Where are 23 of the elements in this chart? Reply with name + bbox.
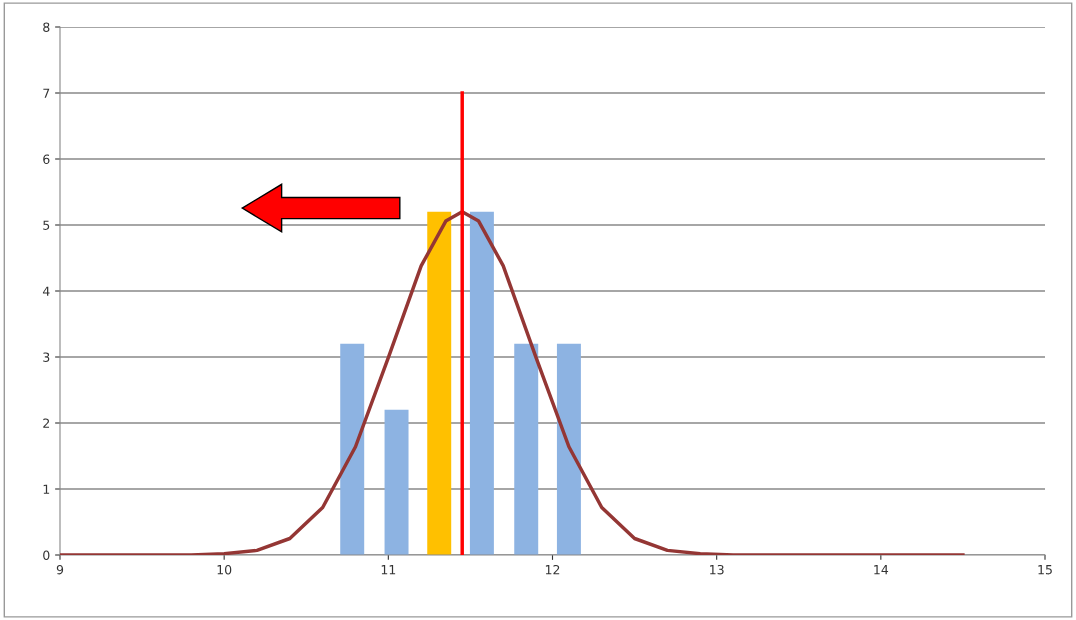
bar	[514, 343, 539, 555]
x-tick-label: 14	[874, 565, 889, 575]
bar	[384, 409, 409, 555]
x-tick-label: 9	[56, 564, 64, 575]
x-tick-label: 15	[1038, 565, 1052, 575]
bar	[469, 211, 494, 555]
line-series	[60, 210, 965, 555]
x-tick-label: 13	[710, 564, 724, 575]
bar	[556, 343, 581, 555]
y-tick-label: 7	[43, 88, 50, 98]
y-tick-label: 3	[43, 352, 50, 362]
bar	[427, 211, 452, 555]
x-tick-label: 10	[217, 564, 232, 575]
x-tick-label: 11	[381, 565, 396, 575]
y-tick-label: 2	[43, 418, 50, 428]
y-tick-label: 6	[43, 154, 50, 164]
y-tick-label: 1	[43, 484, 50, 494]
bar	[340, 343, 365, 555]
y-tick-label: 4	[42, 286, 50, 296]
x-tick-label: 12	[545, 564, 560, 575]
y-tick-label: 5	[43, 220, 50, 230]
y-tick-label: 8	[43, 22, 50, 32]
y-tick-label: 0	[43, 550, 50, 560]
